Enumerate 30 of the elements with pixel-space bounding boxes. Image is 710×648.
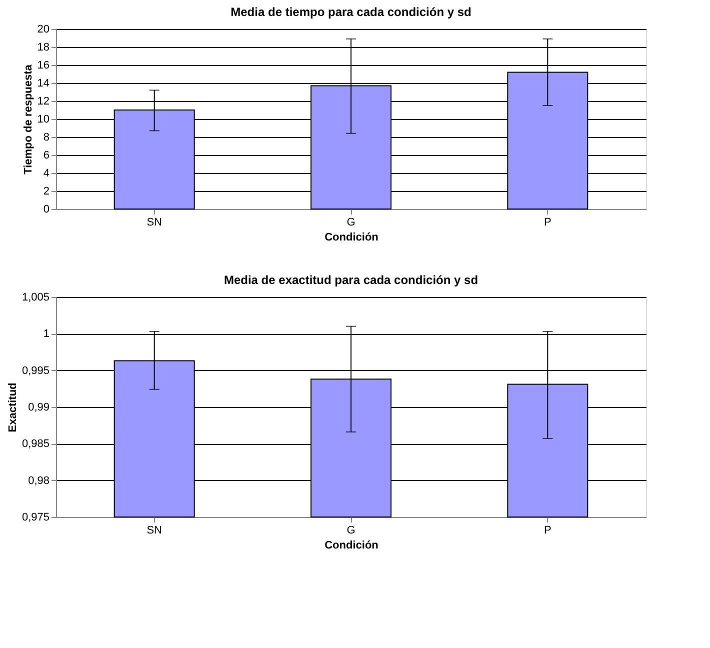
y-tick-label: 8 bbox=[43, 132, 50, 144]
y-tick-label: 2 bbox=[43, 186, 50, 198]
y-tick-label: 0,995 bbox=[22, 364, 50, 377]
chart-title: Media de tiempo para cada condición y sd bbox=[230, 5, 472, 19]
y-tick-label: 6 bbox=[43, 150, 50, 162]
y-tick-label: 10 bbox=[37, 114, 50, 126]
y-tick-label: 14 bbox=[37, 78, 50, 90]
y-tick-label: 20 bbox=[37, 24, 50, 36]
y-tick-label: 0,985 bbox=[22, 438, 50, 450]
y-tick-label: 18 bbox=[37, 42, 50, 54]
x-axis-title: Condición bbox=[324, 540, 379, 552]
x-tick-label: P bbox=[544, 524, 552, 536]
x-tick-label: SN bbox=[146, 524, 162, 536]
y-tick-label: 1 bbox=[43, 328, 50, 340]
x-tick-label: G bbox=[346, 216, 356, 228]
chart-title: Media de exactitud para cada condición y sd bbox=[224, 273, 478, 287]
y-axis-title: Exactitud bbox=[6, 382, 19, 432]
x-tick-label: G bbox=[346, 524, 356, 536]
x-axis-title: Condición bbox=[324, 232, 379, 244]
y-axis-title: Tiempo de respuesta bbox=[22, 64, 34, 174]
y-tick-label: 0,975 bbox=[22, 512, 50, 524]
y-tick-label: 0 bbox=[43, 204, 50, 216]
x-tick-label: P bbox=[544, 216, 552, 228]
y-tick-label: 12 bbox=[37, 96, 50, 108]
y-tick-label: 0,98 bbox=[28, 474, 50, 487]
y-tick-label: 1,005 bbox=[22, 292, 50, 304]
y-tick-label: 0,99 bbox=[28, 402, 50, 414]
y-tick-label: 4 bbox=[43, 168, 50, 180]
x-tick-label: SN bbox=[146, 216, 162, 228]
y-tick-label: 16 bbox=[37, 60, 50, 72]
